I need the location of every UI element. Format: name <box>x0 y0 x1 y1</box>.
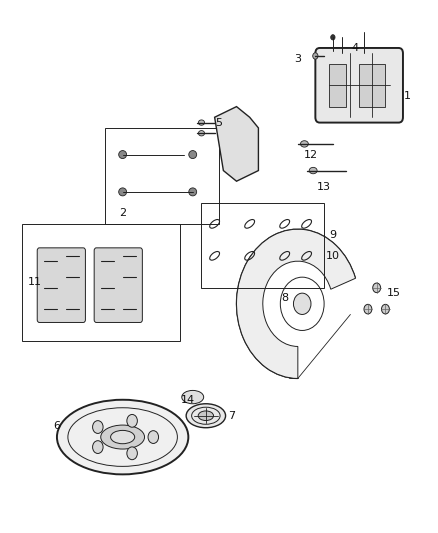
Ellipse shape <box>381 304 389 314</box>
Text: 7: 7 <box>229 411 236 421</box>
Text: 10: 10 <box>326 251 340 261</box>
Ellipse shape <box>331 35 335 40</box>
Circle shape <box>240 148 251 161</box>
Ellipse shape <box>309 167 317 174</box>
Circle shape <box>127 447 138 459</box>
FancyBboxPatch shape <box>315 48 403 123</box>
Text: 13: 13 <box>317 182 331 191</box>
Polygon shape <box>215 107 258 181</box>
Ellipse shape <box>198 120 205 125</box>
FancyBboxPatch shape <box>37 248 85 322</box>
Circle shape <box>223 122 233 134</box>
Ellipse shape <box>364 304 372 314</box>
Bar <box>328 64 346 107</box>
Text: 11: 11 <box>28 278 42 287</box>
Text: 9: 9 <box>329 230 336 239</box>
Ellipse shape <box>189 150 197 159</box>
Ellipse shape <box>119 188 127 196</box>
Ellipse shape <box>110 431 135 443</box>
Circle shape <box>148 431 159 443</box>
Text: 6: 6 <box>53 422 60 431</box>
Circle shape <box>92 421 103 433</box>
Bar <box>105 128 219 224</box>
Text: 1: 1 <box>404 91 411 101</box>
Text: 3: 3 <box>294 54 301 63</box>
Text: 12: 12 <box>304 150 318 159</box>
Ellipse shape <box>182 390 204 404</box>
Text: 15: 15 <box>387 288 401 298</box>
Ellipse shape <box>300 141 308 147</box>
Ellipse shape <box>186 404 226 427</box>
Text: 4: 4 <box>351 43 358 53</box>
Text: 14: 14 <box>181 395 195 405</box>
Ellipse shape <box>101 425 145 449</box>
Ellipse shape <box>313 53 318 59</box>
Wedge shape <box>237 229 356 378</box>
Ellipse shape <box>57 400 188 474</box>
FancyBboxPatch shape <box>94 248 142 322</box>
Bar <box>22 224 180 341</box>
Ellipse shape <box>293 293 311 314</box>
Circle shape <box>127 415 138 427</box>
Ellipse shape <box>189 188 197 196</box>
Ellipse shape <box>119 150 127 159</box>
Circle shape <box>92 441 103 454</box>
Text: 8: 8 <box>281 294 288 303</box>
Ellipse shape <box>198 411 213 421</box>
Text: 2: 2 <box>119 208 126 218</box>
Bar <box>201 203 324 288</box>
Text: 5: 5 <box>215 118 223 127</box>
Ellipse shape <box>198 131 205 136</box>
Ellipse shape <box>373 283 381 293</box>
Bar <box>359 64 385 107</box>
